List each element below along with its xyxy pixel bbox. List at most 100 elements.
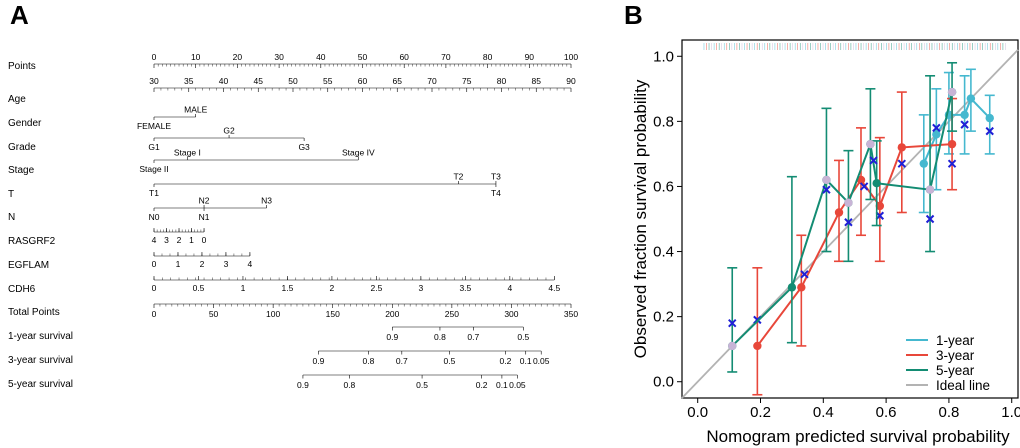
points-tick-label: 80 xyxy=(483,52,493,62)
cdh6-tick-label: 3 xyxy=(419,283,424,293)
row-label-cdh6: CDH6 xyxy=(8,284,36,295)
age-tick-label: 40 xyxy=(219,76,229,86)
rasgrf2-tick-label: 1 xyxy=(189,235,194,245)
egflam-tick-label: 1 xyxy=(176,259,181,269)
row-label-grade: Grade xyxy=(8,142,36,153)
age-tick-label: 75 xyxy=(462,76,472,86)
5-year-series-line xyxy=(731,91,954,347)
n-level-n3: N3 xyxy=(261,196,272,206)
1-year-cross-mark xyxy=(960,120,969,129)
cdh6-tick-label: 0 xyxy=(152,283,157,293)
5-year-cross-mark xyxy=(869,156,878,165)
egflam-tick-label: 0 xyxy=(152,259,157,269)
age-tick-label: 80 xyxy=(497,76,507,86)
points-tick-label: 20 xyxy=(233,52,243,62)
age-tick-label: 35 xyxy=(184,76,194,86)
cdh6-tick-label: 2.5 xyxy=(370,283,382,293)
cdh6-tick-label: 1 xyxy=(241,283,246,293)
rasgrf2-tick-label: 0 xyxy=(202,235,207,245)
3-year-point xyxy=(834,208,844,217)
row-label-t: T xyxy=(8,189,14,200)
stage-level-stage-iv: Stage IV xyxy=(342,148,375,158)
rasgrf2-tick-label: 4 xyxy=(152,235,157,245)
3-year-cross-mark xyxy=(897,159,907,168)
points-tick-label: 60 xyxy=(399,52,409,62)
cdh6-tick-label: 0.5 xyxy=(193,283,205,293)
age-tick-label: 85 xyxy=(532,76,542,86)
grade-level-g3: G3 xyxy=(298,142,310,152)
x-tick-label: 0.6 xyxy=(876,404,897,421)
total-points-tick-label: 200 xyxy=(385,309,399,319)
n-level-n2: N2 xyxy=(199,196,210,206)
total-points-tick-label: 350 xyxy=(564,309,578,319)
3-year-cross-mark xyxy=(947,159,957,168)
3-year-series-line xyxy=(756,143,953,347)
panel-label-b: B xyxy=(624,0,643,30)
rasgrf2-tick-label: 2 xyxy=(177,235,182,245)
x-tick-label: 1.0 xyxy=(1001,404,1020,421)
total-points-tick-label: 250 xyxy=(445,309,459,319)
gender-level-female: FEMALE xyxy=(137,121,171,131)
apparent-point xyxy=(844,198,853,207)
points-tick-label: 100 xyxy=(564,52,578,62)
3-year-survival-tick-label: 0.2 xyxy=(500,356,512,366)
5-year-survival-tick-label: 0.5 xyxy=(416,380,428,390)
row-label-rasgrf2: RASGRF2 xyxy=(8,236,56,247)
cdh6-tick-label: 3.5 xyxy=(459,283,471,293)
1-year-survival-tick-label: 0.7 xyxy=(467,332,479,342)
y-tick-label: 0.0 xyxy=(653,374,674,391)
n-level-n1: N1 xyxy=(199,212,210,222)
age-tick-label: 30 xyxy=(149,76,159,86)
x-tick-label: 0.2 xyxy=(750,404,771,421)
5-year-survival-tick-label: 0.1 xyxy=(496,380,508,390)
points-tick-label: 10 xyxy=(191,52,201,62)
age-tick-label: 65 xyxy=(393,76,403,86)
x-tick-label: 0.8 xyxy=(938,404,959,421)
1-year-point xyxy=(919,159,928,168)
5-year-survival-tick-label: 0.05 xyxy=(509,380,526,390)
legend-label-ideal-line: Ideal line xyxy=(936,378,990,393)
3-year-point xyxy=(753,341,762,351)
3-year-point xyxy=(875,201,885,211)
calibration-chart: 0.0 0.2 0.4 0.6 0.8 1.0 0.0 0.2 0.4 0.6 0.8 1.0 Nomo… xyxy=(631,39,1020,446)
stage-level-stage-i: Stage I xyxy=(174,148,201,158)
apparent-point xyxy=(925,185,935,194)
3-year-point xyxy=(897,143,907,152)
5-year-cross-mark xyxy=(822,185,831,194)
1-year-survival-tick-label: 0.9 xyxy=(386,332,398,342)
legend-label-5-year: 5-year xyxy=(936,363,975,378)
3-year-survival-tick-label: 0.9 xyxy=(313,356,325,366)
1-year-cross-mark xyxy=(985,126,994,136)
y-tick-label: 0.6 xyxy=(653,178,674,195)
y-tick-label: 0.2 xyxy=(653,309,674,326)
age-tick-label: 90 xyxy=(566,76,576,86)
total-points-tick-label: 150 xyxy=(326,309,340,319)
n-level-n0: N0 xyxy=(149,212,160,222)
age-tick-label: 60 xyxy=(358,76,368,86)
points-tick-label: 50 xyxy=(358,52,368,62)
3-year-survival-tick-label: 0.05 xyxy=(533,356,550,366)
total-points-tick-label: 0 xyxy=(152,309,157,319)
row-label-points: Points xyxy=(8,61,36,72)
apparent-point xyxy=(728,341,737,351)
t-level-t3: T3 xyxy=(491,172,501,182)
row-label-1-year-survival: 1-year survival xyxy=(8,331,73,342)
3-year-survival-tick-label: 0.7 xyxy=(396,356,408,366)
5-year-survival-tick-label: 0.9 xyxy=(297,380,309,390)
1-year-survival-tick-label: 0.8 xyxy=(434,332,446,342)
1-year-point xyxy=(960,110,969,120)
legend-label-1-year: 1-year xyxy=(936,333,975,348)
5-year-survival-tick-label: 0.8 xyxy=(343,380,355,390)
cdh6-tick-label: 4.5 xyxy=(548,283,560,293)
points-tick-label: 40 xyxy=(316,52,326,62)
stage-level-stage-ii: Stage II xyxy=(139,164,168,174)
total-points-tick-label: 300 xyxy=(504,309,518,319)
3-year-survival-tick-label: 0.1 xyxy=(520,356,532,366)
1-year-point xyxy=(985,113,994,123)
apparent-point xyxy=(822,175,831,185)
cdh6-tick-label: 4 xyxy=(507,283,512,293)
x-axis-label: Nomogram predicted survival probability xyxy=(706,427,1010,446)
apparent-point xyxy=(866,139,875,149)
t-level-t4: T4 xyxy=(491,188,501,198)
